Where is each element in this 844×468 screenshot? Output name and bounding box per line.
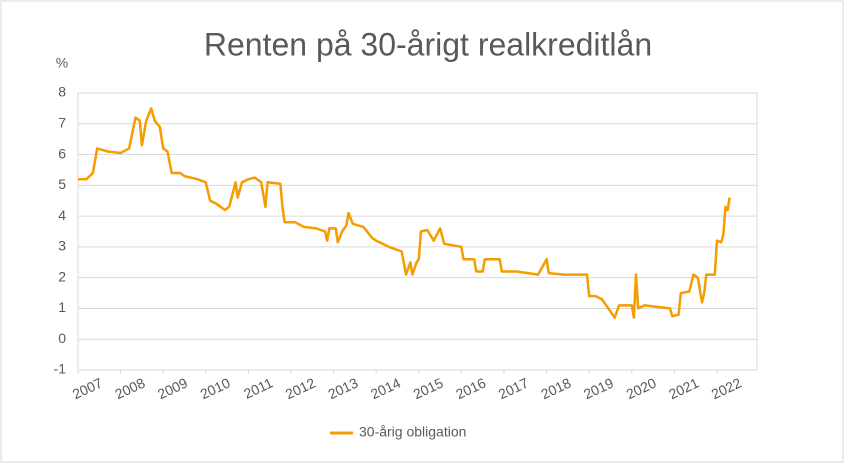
y-tick-label: 8 <box>58 84 66 100</box>
legend-label: 30-årig obligation <box>359 424 466 440</box>
y-tick-label: 3 <box>58 238 66 254</box>
y-tick-label: 6 <box>58 145 66 161</box>
y-tick-label: 7 <box>58 114 66 130</box>
y-tick-label: -1 <box>54 361 67 377</box>
y-tick-label: 4 <box>58 207 66 223</box>
chart-title: Renten på 30-årigt realkreditlån <box>204 26 652 62</box>
y-tick-label: 5 <box>58 176 66 192</box>
data-line <box>78 107 731 319</box>
y-tick-label: 1 <box>58 299 66 315</box>
y-tick-label: 2 <box>58 268 66 284</box>
y-axis-label: % <box>56 55 68 71</box>
y-tick-label: 0 <box>58 330 66 346</box>
